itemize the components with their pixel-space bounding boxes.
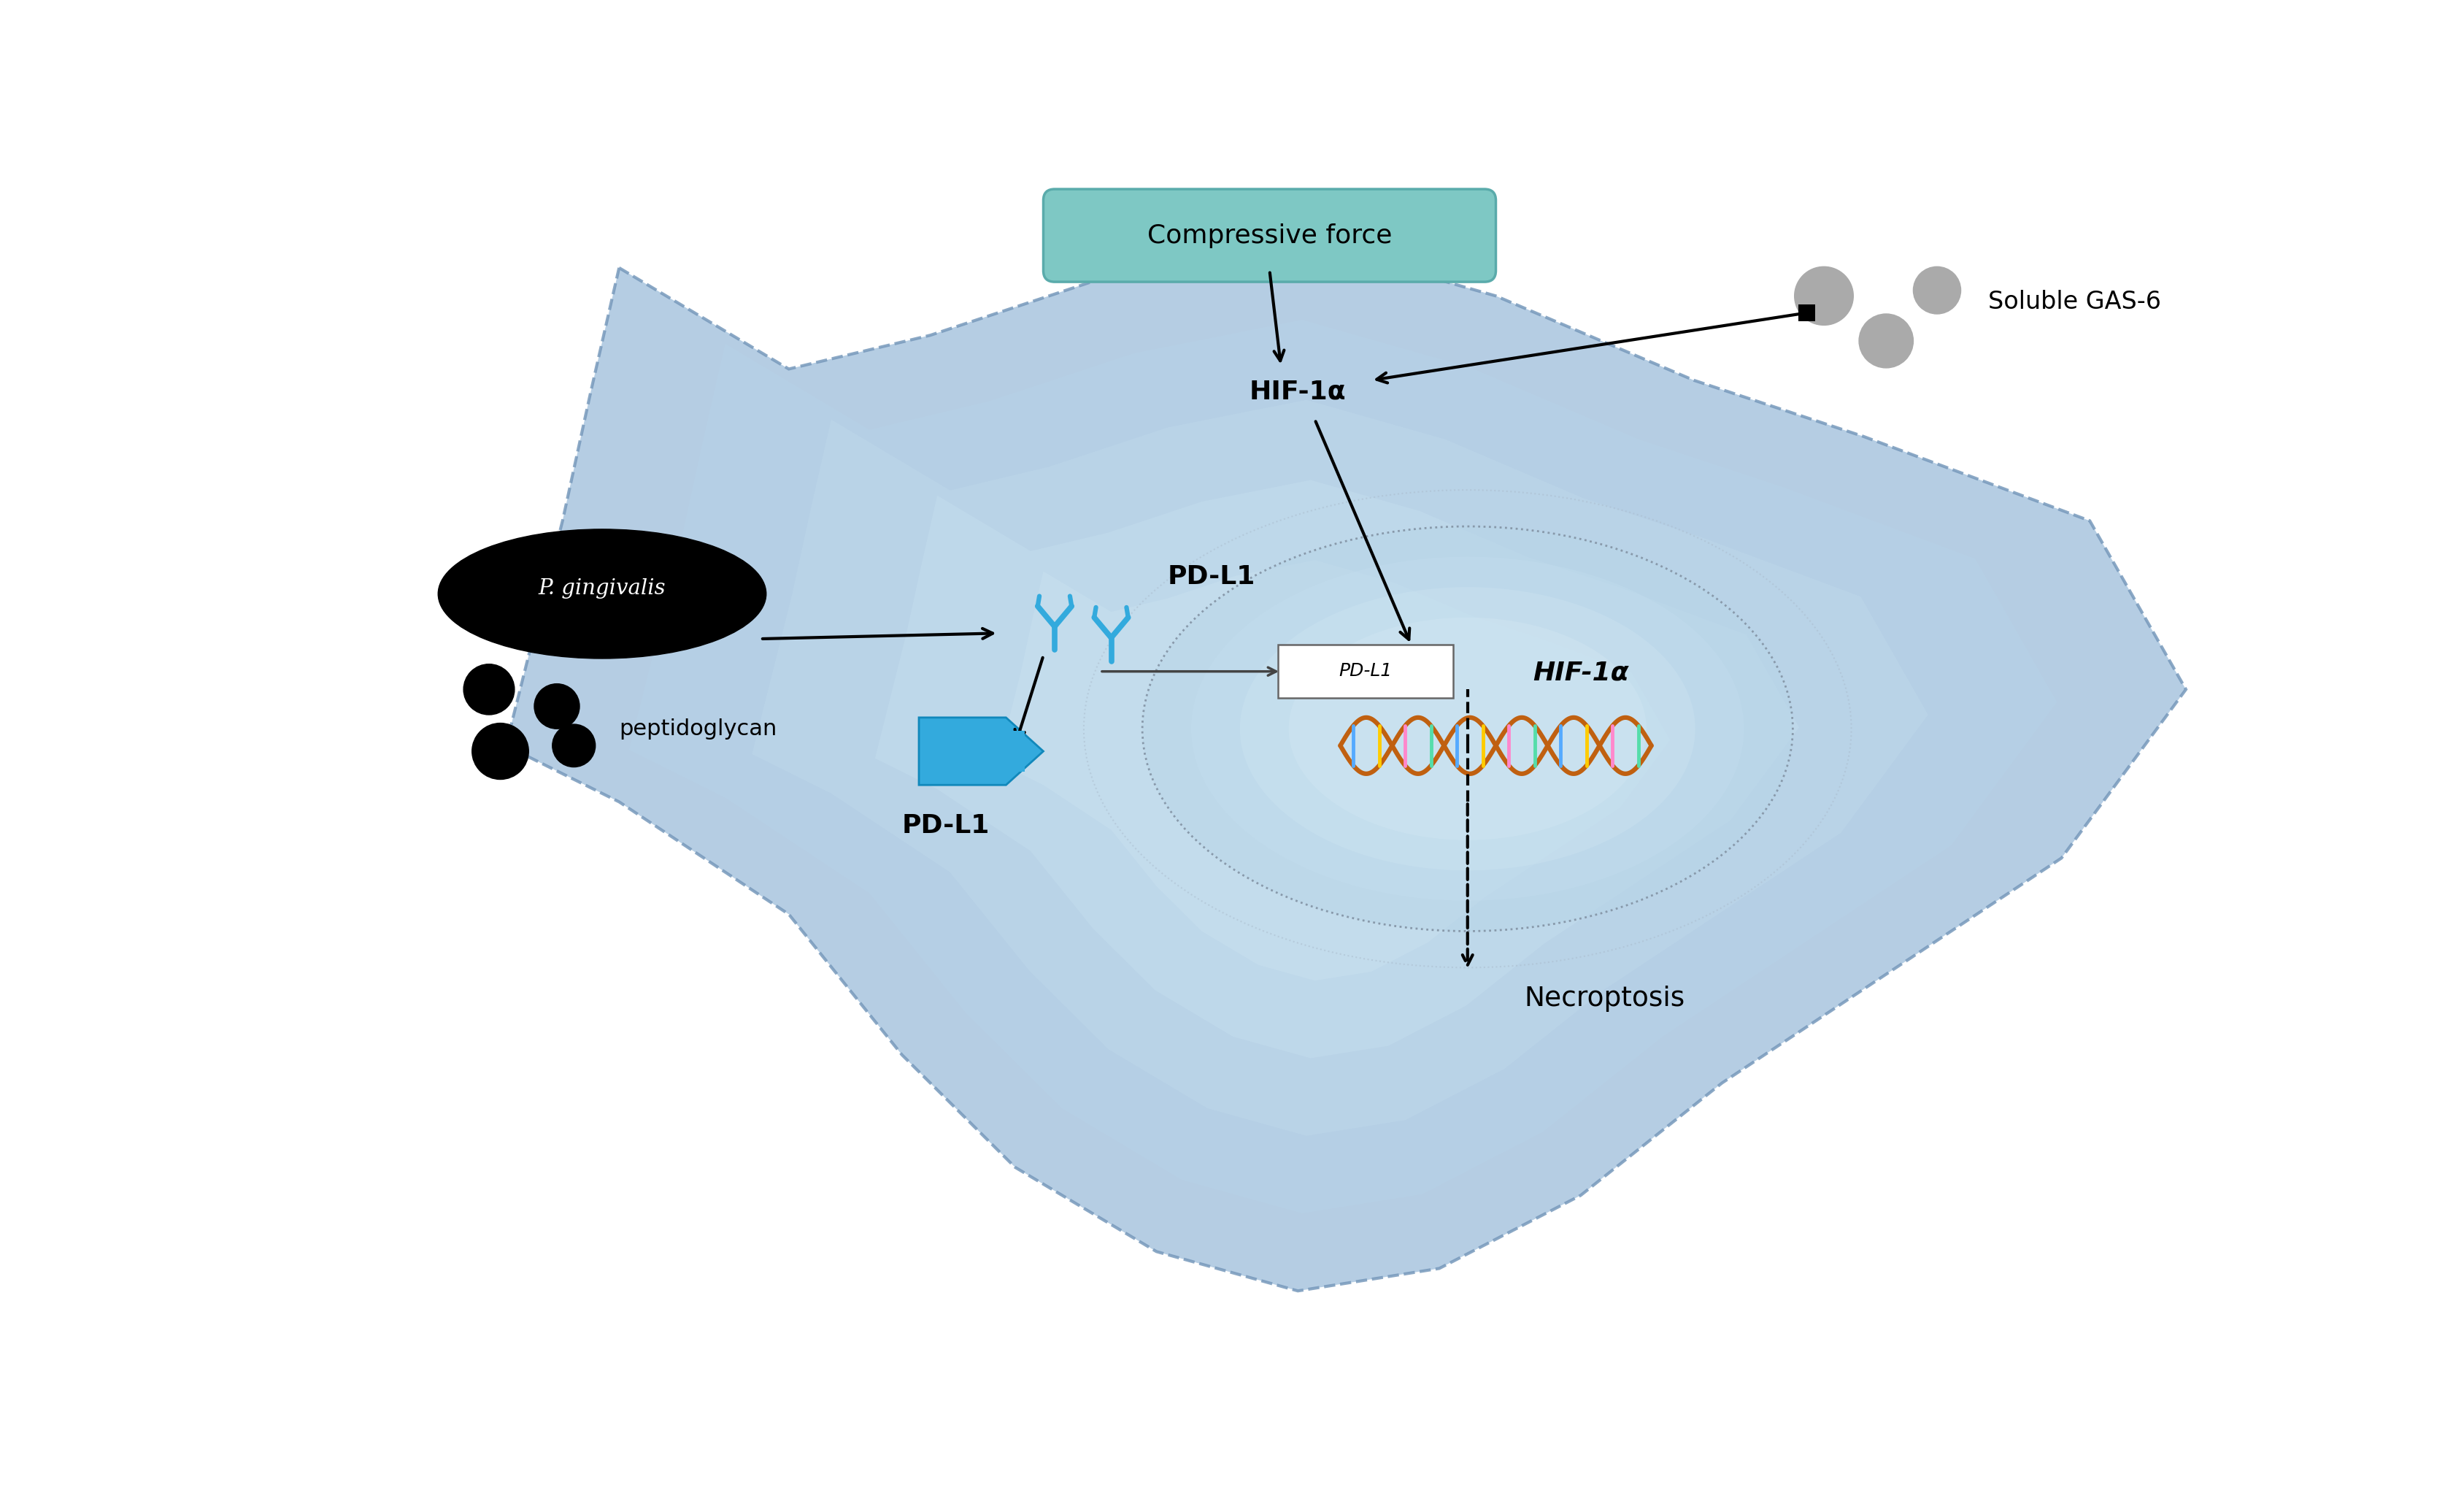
- Polygon shape: [875, 480, 1799, 1058]
- Circle shape: [535, 684, 579, 729]
- Circle shape: [552, 725, 596, 767]
- FancyBboxPatch shape: [1042, 189, 1496, 282]
- Polygon shape: [1005, 731, 1025, 772]
- Text: PD-L1: PD-L1: [1168, 564, 1257, 590]
- Polygon shape: [998, 560, 1671, 980]
- Text: peptidoglycan: peptidoglycan: [618, 717, 776, 740]
- Text: PD-L1: PD-L1: [902, 814, 991, 838]
- Text: HIF-1α: HIF-1α: [1249, 380, 1345, 404]
- Polygon shape: [919, 717, 1042, 785]
- Circle shape: [1912, 267, 1961, 314]
- Text: Necroptosis: Necroptosis: [1525, 986, 1685, 1012]
- Text: Soluble GAS-6: Soluble GAS-6: [1988, 290, 2161, 314]
- Ellipse shape: [1239, 587, 1695, 871]
- Ellipse shape: [439, 530, 766, 659]
- Ellipse shape: [1289, 617, 1646, 841]
- Text: HIF-1α: HIF-1α: [1533, 660, 1629, 684]
- Text: PD-L1: PD-L1: [1338, 662, 1392, 680]
- Circle shape: [463, 663, 515, 714]
- Text: Compressive force: Compressive force: [1148, 224, 1392, 248]
- Ellipse shape: [1143, 527, 1794, 931]
- Polygon shape: [752, 399, 1927, 1136]
- Polygon shape: [628, 320, 2057, 1213]
- Polygon shape: [505, 240, 2186, 1291]
- Circle shape: [1858, 314, 1912, 368]
- Ellipse shape: [1190, 557, 1745, 901]
- Circle shape: [1794, 267, 1853, 326]
- Bar: [1799, 305, 1816, 321]
- Circle shape: [473, 723, 530, 779]
- FancyBboxPatch shape: [1279, 644, 1454, 698]
- Text: P. gingivalis: P. gingivalis: [540, 578, 665, 599]
